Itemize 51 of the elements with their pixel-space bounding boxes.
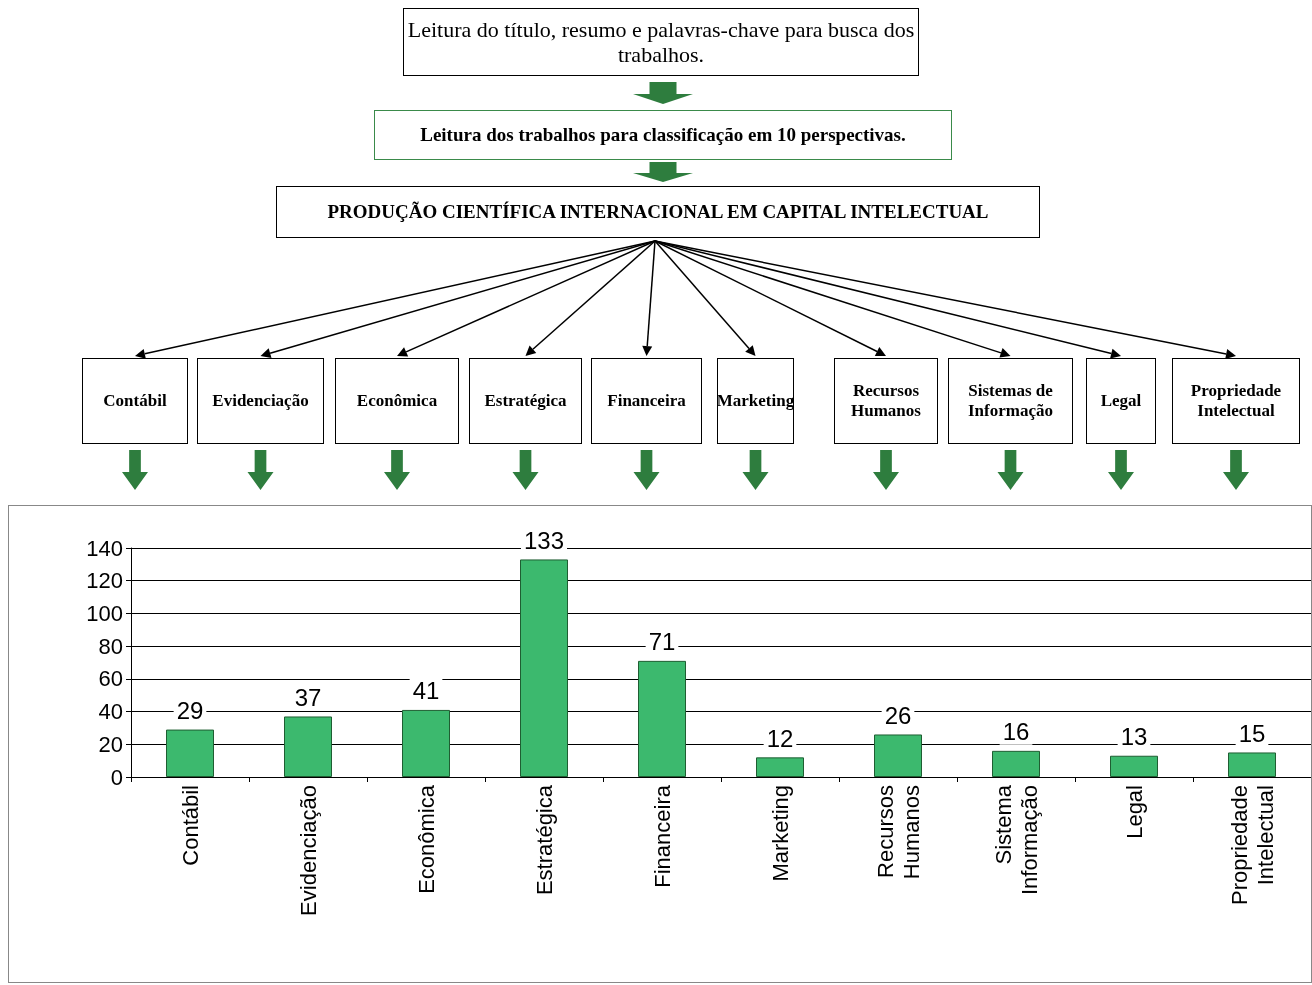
text: Recursos Humanos (834, 358, 938, 444)
text: Leitura do título, resumo e palavras-chave para busca dos trabalhos. (403, 8, 919, 76)
text: Econômica (335, 358, 459, 444)
bar (992, 750, 1040, 777)
data-label: 133 (523, 526, 565, 554)
bar (402, 709, 450, 777)
text: Legal (1086, 358, 1156, 444)
x-tick-label: Econômica (413, 784, 439, 894)
data-label: 71 (648, 628, 676, 656)
y-tick-label: 0 (110, 764, 123, 790)
bar (520, 559, 568, 777)
data-label: 16 (1002, 718, 1030, 746)
data-label: 41 (412, 677, 440, 705)
text: Leitura dos trabalhos para classificação em 10 perspectivas. (374, 110, 952, 160)
text: Propriedade Intelectual (1172, 358, 1300, 444)
x-tick-label: Estratégica (531, 784, 557, 896)
data-label: 15 (1238, 719, 1266, 747)
bar (1228, 752, 1276, 777)
x-tick-label: Recursos Humanos (872, 785, 924, 880)
x-tick-label: Financeira (649, 784, 675, 888)
text: Estratégica (469, 358, 582, 444)
data-label: 13 (1120, 723, 1148, 751)
bar (874, 734, 922, 777)
text: PRODUÇÃO CIENTÍFICA INTERNACIONAL EM CAPITAL INTELECTUAL (276, 186, 1040, 238)
text: Financeira (591, 358, 702, 444)
data-label: 37 (294, 683, 322, 711)
data-label: 26 (884, 701, 912, 729)
y-tick-label: 20 (98, 731, 123, 757)
y-tick-label: 40 (98, 699, 123, 725)
bar (756, 757, 804, 777)
y-tick-label: 140 (86, 535, 123, 561)
text: Sistemas de Informação (948, 358, 1073, 444)
x-tick-label: Propriedade Intelectual (1226, 785, 1278, 905)
bar (638, 660, 686, 777)
y-tick-label: 120 (86, 568, 123, 594)
x-tick-label: Evidenciação (295, 785, 321, 916)
y-tick-label: 80 (98, 633, 123, 659)
y-tick-label: 100 (86, 600, 123, 626)
bar (1110, 755, 1158, 777)
x-tick-label: Sistema Informação (990, 784, 1042, 896)
text: Contábil (82, 358, 188, 444)
text: Evidenciação (197, 358, 324, 444)
bar (284, 716, 332, 777)
x-tick-label: Contábil (177, 785, 203, 866)
y-tick-label: 60 (98, 666, 123, 692)
data-label: 12 (766, 724, 794, 752)
text: Marketing (716, 358, 795, 444)
bar (166, 729, 214, 777)
x-tick-label: Legal (1121, 785, 1147, 839)
x-tick-label: Marketing (767, 785, 793, 882)
data-label: 29 (176, 697, 204, 725)
